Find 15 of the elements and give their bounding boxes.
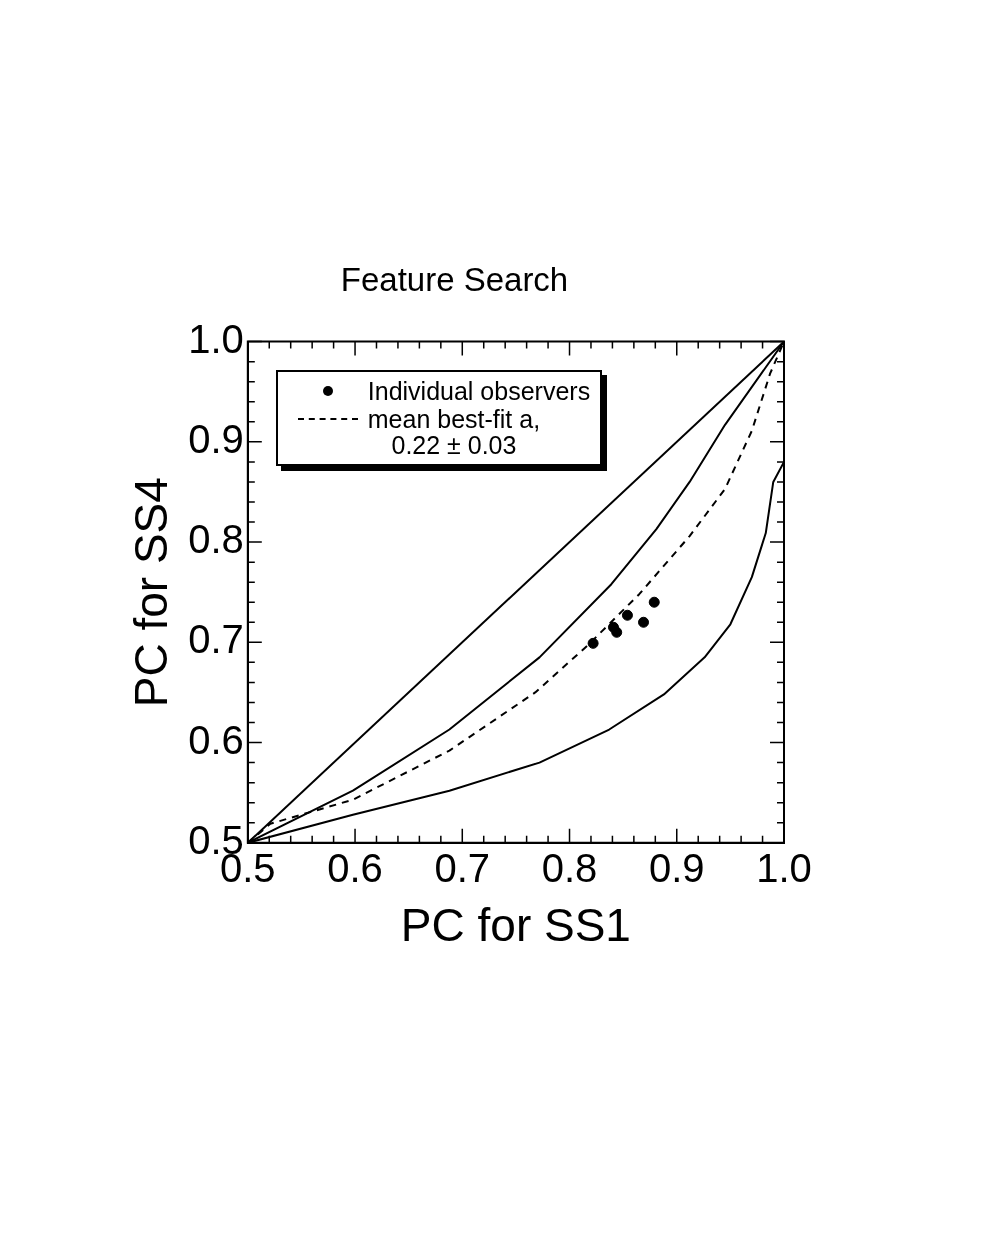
x-tick-label: 0.9 [648,845,705,890]
y-tick-label: 0.8 [188,517,244,562]
x-tick-label: 0.8 [541,845,598,890]
y-tick-label: 1.0 [188,316,244,361]
x-tick-label: 0.6 [327,845,383,890]
y-axis-title: PC for SS4 [125,477,178,708]
y-tick-label: 0.6 [188,717,244,762]
x-tick-label: 0.7 [434,845,491,890]
legend-label: mean best-fit a, 0.22 ± 0.03 [367,404,541,460]
y-tick-label: 0.7 [188,617,244,662]
chart-title: Feature Search [340,260,569,298]
y-tick-label: 0.9 [188,416,244,461]
x-tick-label: 1.0 [756,845,812,890]
legend-label: Individual observers [367,376,591,405]
x-axis-title: PC for SS1 [400,899,631,952]
